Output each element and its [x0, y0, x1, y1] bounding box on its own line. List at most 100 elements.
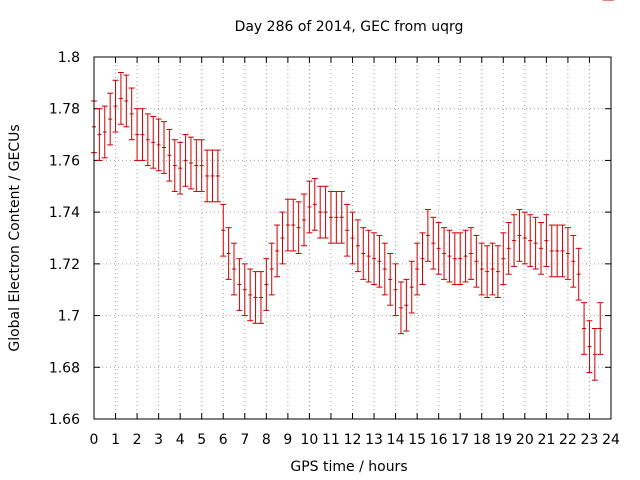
data-point — [554, 224, 561, 278]
tick-marks — [93, 56, 612, 420]
x-tick-label: 4 — [176, 432, 185, 448]
data-point — [311, 178, 318, 231]
x-tick-label: 8 — [262, 432, 271, 448]
x-tick-label: 5 — [197, 432, 206, 448]
data-point — [204, 149, 211, 203]
data-point — [187, 136, 194, 190]
data-point — [317, 185, 324, 239]
x-tick-label: 6 — [219, 432, 228, 448]
data-point — [333, 190, 340, 244]
data-point — [295, 201, 302, 255]
x-tick-label: 21 — [537, 432, 555, 448]
data-point — [144, 113, 151, 167]
data-point — [247, 268, 254, 322]
data-point — [268, 242, 275, 296]
data-point — [161, 121, 168, 174]
y-tick-label: 1.66 — [49, 412, 80, 428]
data-point — [489, 242, 496, 296]
data-point — [198, 139, 205, 192]
data-point — [284, 198, 291, 252]
data-point — [419, 232, 426, 286]
x-tick-label: 14 — [387, 432, 405, 448]
data-point — [134, 108, 141, 161]
x-tick-label: 3 — [154, 432, 163, 448]
data-point — [241, 263, 248, 317]
data-point — [446, 229, 453, 283]
x-tick-label: 0 — [90, 432, 99, 448]
data-point — [150, 115, 157, 169]
y-tick-label: 1.76 — [49, 153, 80, 169]
data-point — [360, 227, 367, 280]
data-point — [441, 227, 448, 280]
x-tick-label: 15 — [408, 432, 426, 448]
data-point — [257, 271, 264, 324]
data-point — [494, 245, 501, 298]
data-point — [381, 242, 388, 296]
data-point — [473, 234, 480, 288]
data-point — [500, 232, 507, 286]
data-point — [344, 203, 351, 257]
data-point — [290, 198, 297, 252]
data-point — [467, 227, 474, 280]
data-point — [591, 328, 598, 381]
data-point — [117, 72, 124, 125]
data-point — [527, 214, 534, 267]
data-point — [457, 232, 464, 286]
x-tick-label: 11 — [322, 432, 340, 448]
data-point — [484, 245, 491, 298]
data-point — [516, 209, 523, 262]
x-tick-label: 2 — [133, 432, 142, 448]
data-point — [209, 149, 216, 203]
data-point — [414, 242, 421, 296]
data-point — [392, 263, 399, 317]
x-axis-label: GPS time / hours — [290, 459, 407, 475]
y-tick-label: 1.68 — [49, 360, 80, 376]
x-tick-label: 18 — [473, 432, 491, 448]
x-tick-label: 7 — [240, 432, 249, 448]
data-point — [107, 92, 114, 146]
data-point — [397, 281, 404, 335]
data-point — [139, 108, 146, 161]
data-point — [532, 216, 539, 270]
data-point — [327, 190, 334, 244]
y-tick-label: 1.78 — [49, 102, 80, 118]
data-point — [408, 260, 415, 314]
data-point — [123, 74, 130, 128]
data-point — [581, 302, 588, 355]
data-point — [597, 302, 604, 355]
data-point — [171, 139, 178, 192]
data-point — [231, 242, 238, 296]
data-point — [214, 149, 221, 203]
x-tick-label: 10 — [301, 432, 319, 448]
data-point — [462, 229, 469, 283]
data-point — [537, 221, 544, 275]
data-point — [387, 253, 394, 306]
y-tick-label: 1.72 — [49, 257, 80, 273]
data-point — [306, 180, 313, 234]
data-point — [166, 128, 173, 182]
chart-title: Day 286 of 2014, GEC from uqrg — [235, 19, 464, 35]
x-tick-label: 23 — [581, 432, 599, 448]
data-point — [575, 247, 582, 301]
y-axis-label: Global Electron Content / GECUs — [7, 124, 23, 351]
data-point — [564, 227, 571, 280]
data-point — [338, 190, 345, 244]
data-point — [236, 258, 243, 311]
x-tick-label: 16 — [430, 432, 448, 448]
data-point — [301, 193, 308, 247]
data-point — [155, 118, 162, 172]
data-point — [586, 320, 593, 373]
y-tick-label: 1.74 — [49, 205, 80, 221]
data-point — [505, 221, 512, 275]
y-tick-labels: 1.66 1.68 1.7 1.72 1.74 1.76 1.78 1.8 — [49, 50, 80, 428]
x-tick-label: 1 — [111, 432, 120, 448]
gec-series — [91, 0, 614, 381]
data-point — [252, 271, 259, 324]
data-point — [570, 234, 577, 288]
data-point — [96, 108, 103, 161]
data-point — [112, 79, 119, 133]
data-point — [543, 214, 550, 267]
data-point — [424, 209, 431, 262]
